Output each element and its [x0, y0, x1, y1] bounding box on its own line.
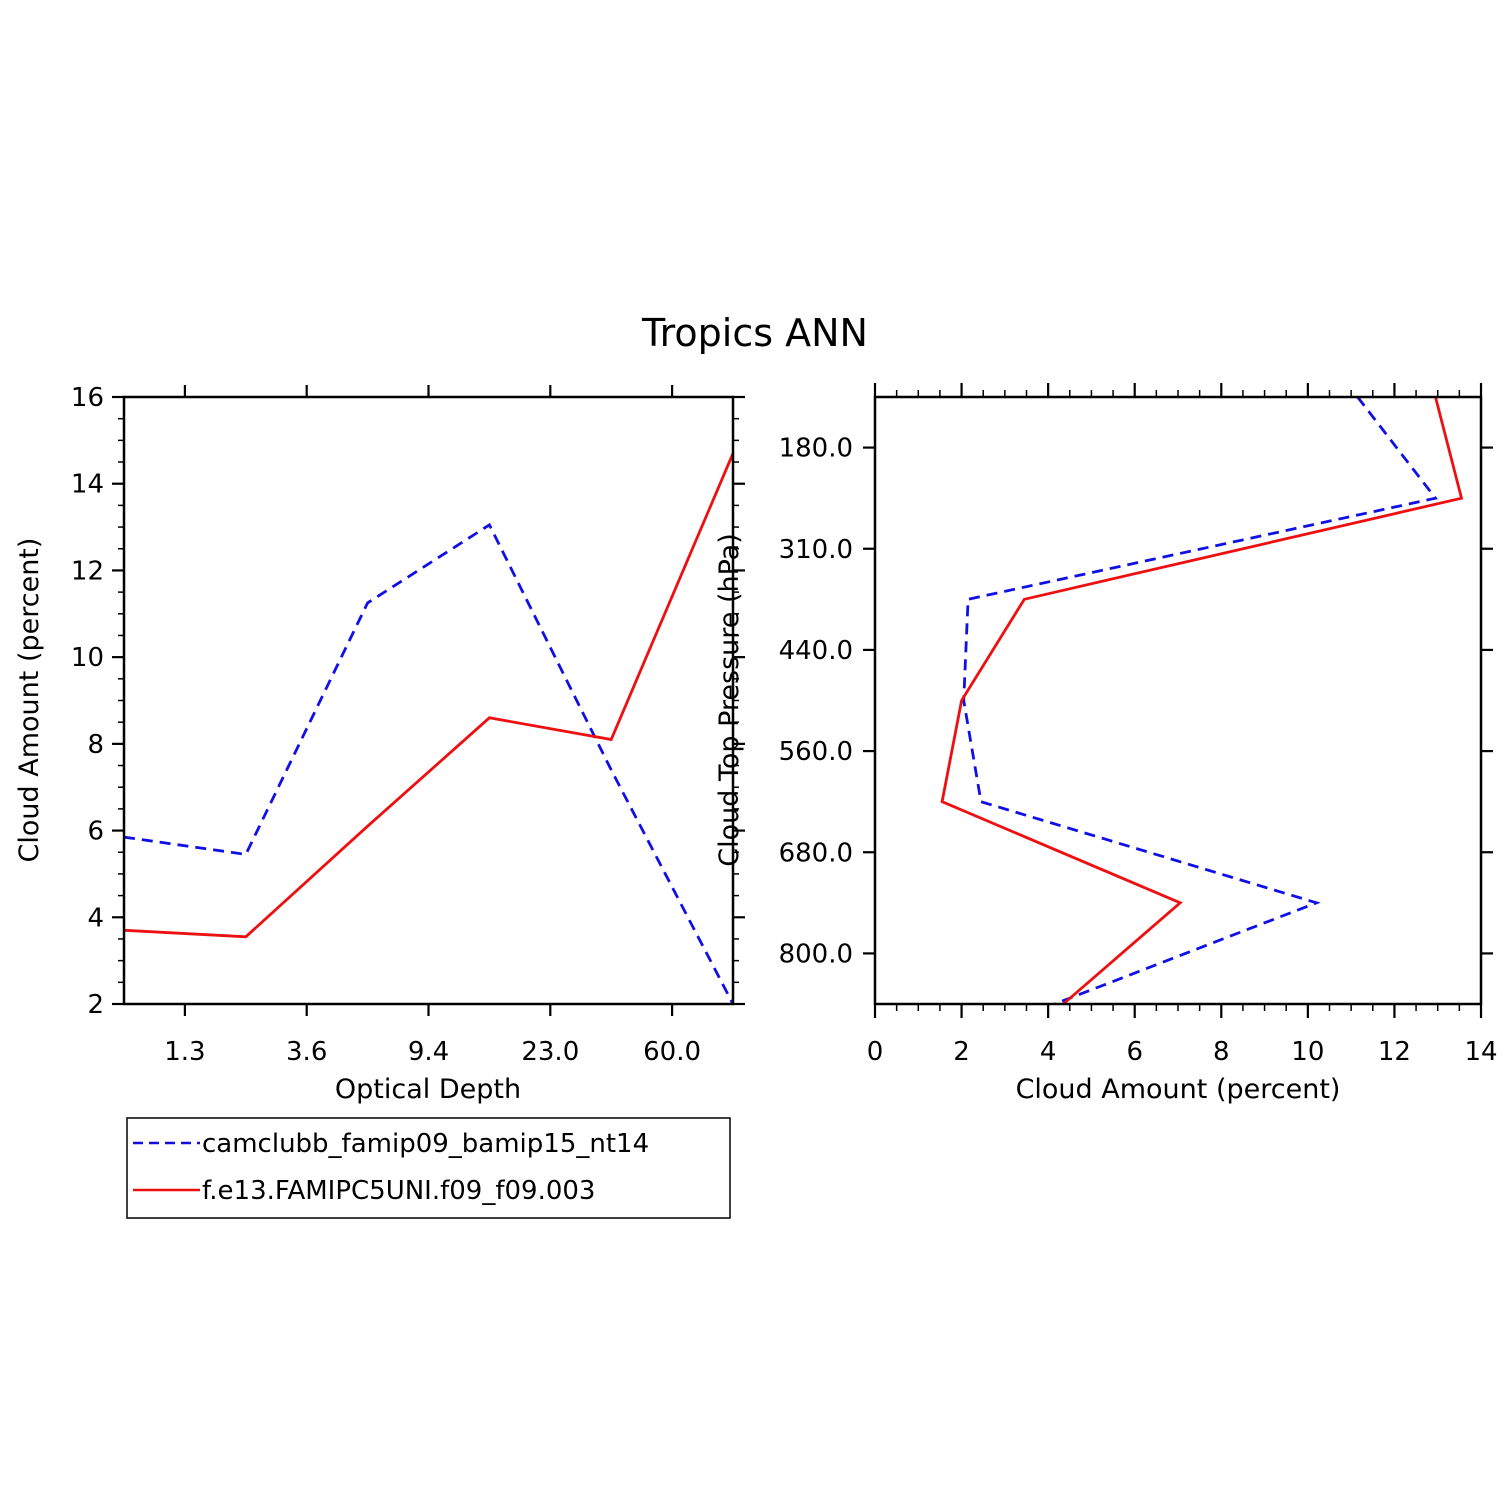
left-ticks-layer: 2 4 6 8 10 12 14 16 1.3 3.6 9.4 23.0 60.0: [71, 383, 745, 1067]
left-y-tick-label: 16: [71, 383, 104, 413]
left-y-tick-label: 8: [87, 730, 104, 760]
right-x-tick-label: 4: [1040, 1037, 1057, 1067]
right-x-tick-label: 2: [953, 1037, 970, 1067]
left-y-tick-label: 10: [71, 643, 104, 673]
left-y-tick-label: 12: [71, 556, 104, 586]
left-x-tick-label: 23.0: [521, 1037, 579, 1067]
legend-label-series-2: f.e13.FAMIPC5UNI.f09_f09.003: [202, 1176, 595, 1206]
right-x-axis-label: Cloud Amount (percent): [1016, 1074, 1341, 1105]
left-y-axis-label: Cloud Amount (percent): [14, 538, 45, 863]
left-x-tick-label: 1.3: [164, 1037, 205, 1067]
right-x-tick-label: 0: [867, 1037, 884, 1067]
left-x-tick-label: 60.0: [643, 1037, 701, 1067]
left-series-layer: [123, 452, 735, 1005]
left-x-tick-label: 3.6: [286, 1037, 327, 1067]
legend-label-series-1: camclubb_famip09_bamip15_nt14: [202, 1129, 649, 1159]
right-x-tick-label: 12: [1378, 1037, 1411, 1067]
right-series-1-line: [962, 396, 1438, 1006]
left-series-2-line: [123, 452, 735, 939]
right-y-tick-label: 310.0: [779, 535, 853, 565]
right-y-tick-label: 800.0: [779, 939, 853, 969]
right-y-tick-label: 440.0: [779, 636, 853, 666]
right-y-tick-label: 180.0: [779, 434, 853, 464]
left-y-tick-label: 6: [87, 817, 104, 847]
left-y-tick-label: 4: [87, 903, 104, 933]
right-series-2-line: [940, 396, 1464, 1006]
left-y-tick-label: 14: [71, 470, 104, 500]
left-y-tick-label: 2: [87, 990, 104, 1020]
right-x-tick-label: 6: [1126, 1037, 1143, 1067]
left-panel: 2 4 6 8 10 12 14 16 1.3 3.6 9.4 23.0 60.0 Optical De…: [14, 383, 745, 1105]
right-y-tick-label: 680.0: [779, 838, 853, 868]
right-x-tick-label: 14: [1464, 1037, 1497, 1067]
legend-box: [126, 1117, 731, 1219]
legend: camclubb_famip09_bamip15_nt14 f.e13.FAMI…: [126, 1117, 731, 1219]
left-x-axis-label: Optical Depth: [335, 1074, 521, 1105]
right-x-tick-label: 10: [1291, 1037, 1324, 1067]
right-y-tick-label: 560.0: [779, 737, 853, 767]
left-x-tick-label: 9.4: [408, 1037, 449, 1067]
left-series-1-line: [123, 522, 735, 1005]
right-panel: 0 2 4 6 8 10 12 14 180.0 310.0 440.0 560.0 680.0 800.…: [714, 383, 1498, 1105]
right-x-tick-label: 8: [1213, 1037, 1230, 1067]
right-ticks-layer: 0 2 4 6 8 10 12 14 180.0 310.0 440.0 560.0 680.0 800.…: [779, 383, 1498, 1067]
right-series-layer: [940, 396, 1464, 1006]
chart-title: Tropics ANN: [641, 311, 868, 355]
right-y-axis-label: Cloud Top Pressure (hPa): [714, 533, 745, 867]
